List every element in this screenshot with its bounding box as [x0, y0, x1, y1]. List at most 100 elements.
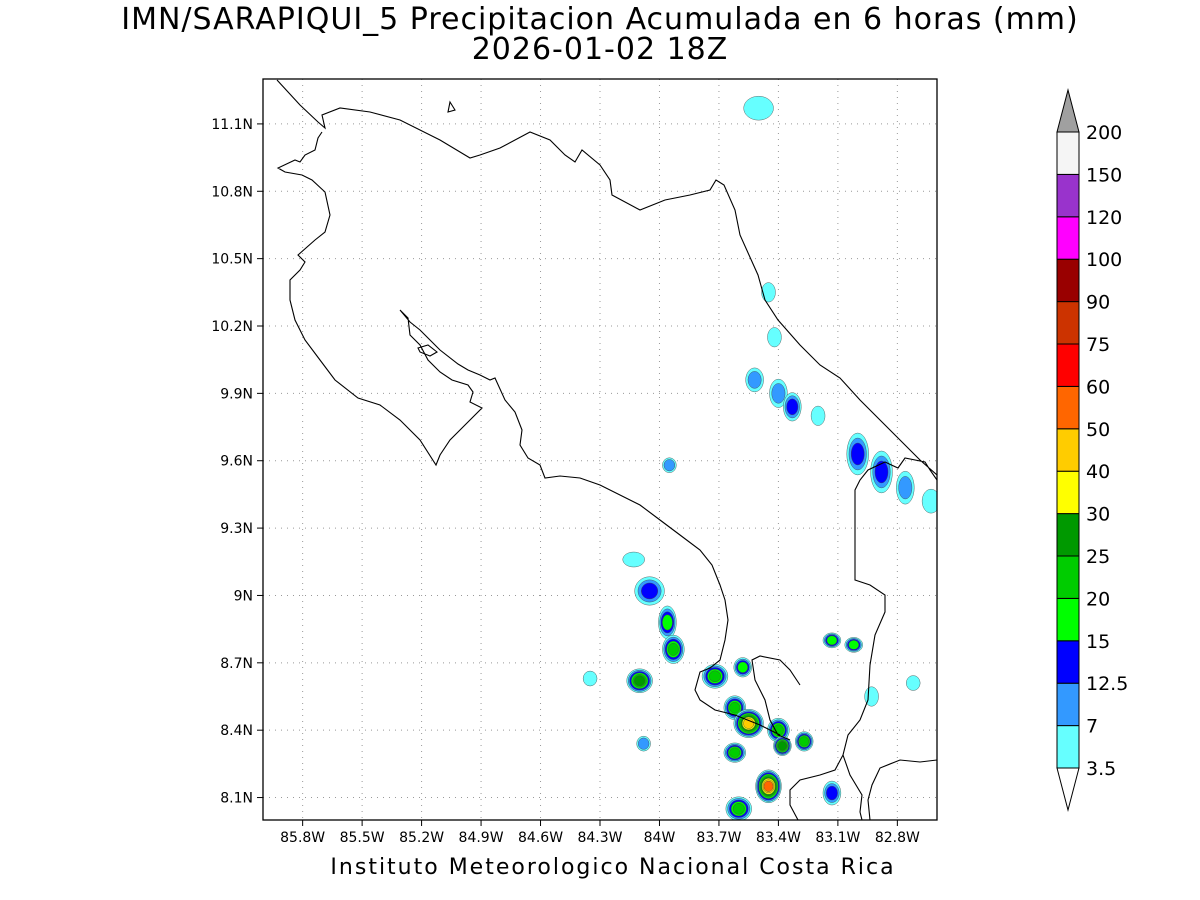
precip-contour	[810, 405, 826, 426]
lat-tick-label: 9.3N	[220, 521, 253, 537]
lat-tick-label: 11.1N	[211, 117, 253, 133]
lon-tick-label: 84.3W	[577, 830, 622, 846]
colorbar-label: 25	[1086, 546, 1110, 568]
colorbar-label: 15	[1086, 631, 1110, 653]
costa-rica-coastline	[276, 79, 937, 820]
precip-contour	[622, 551, 645, 568]
precip-contour	[663, 459, 676, 472]
colorbar-segment	[1056, 470, 1080, 515]
colorbar-label: 60	[1086, 376, 1110, 398]
colorbar-segment	[1056, 682, 1080, 727]
precip-contour	[826, 635, 838, 646]
colorbar-label: 12.5	[1086, 673, 1128, 695]
precip-contour	[799, 736, 810, 747]
colorbar-under-triangle	[1056, 767, 1080, 812]
map-axes: 85.8W 85.5W 85.2W 84.9W 84.6W 84.3W 84W 83.7W 83…	[211, 117, 920, 846]
lon-tick-label: 85.8W	[280, 830, 325, 846]
colorbar-label: 75	[1086, 334, 1110, 356]
lat-tick-label: 8.4N	[220, 723, 253, 739]
precip-contour	[898, 476, 913, 500]
colorbar-segment	[1056, 173, 1080, 218]
lat-tick-label: 10.2N	[211, 319, 253, 335]
colorbar-segment	[1056, 513, 1080, 557]
precip-contour	[771, 383, 786, 404]
colorbar-segment	[1056, 258, 1080, 303]
precip-contour	[743, 718, 755, 729]
colorbar-segment	[1056, 301, 1080, 345]
lon-tick-label: 84W	[644, 830, 676, 846]
precipitation-field	[582, 96, 937, 820]
precip-contour	[786, 398, 799, 416]
precip-contour	[848, 640, 860, 650]
colorbar-segment	[1056, 725, 1080, 769]
footer-credit: Instituto Meteorologico Nacional Costa R…	[330, 855, 896, 880]
colorbar-label: 7	[1086, 716, 1098, 738]
precip-contour	[761, 282, 776, 303]
precip-contour	[777, 741, 788, 751]
precip-contour	[729, 701, 741, 714]
lake-outline	[417, 344, 438, 357]
colorbar-segment	[1056, 640, 1080, 684]
map-title: IMN/SARAPIQUI_5 Precipitacion Acumulada …	[121, 2, 1079, 37]
colorbar-label: 120	[1086, 207, 1122, 229]
lat-tick-label: 10.8N	[211, 184, 253, 200]
colorbar-segment	[1056, 343, 1080, 387]
precip-contour	[729, 747, 741, 758]
precip-contour	[743, 96, 774, 121]
precip-contour	[662, 614, 673, 631]
lat-tick-label: 10.5N	[211, 252, 253, 268]
coastline	[276, 79, 937, 820]
precip-contour	[826, 785, 838, 801]
colorbar-segment	[1056, 131, 1080, 175]
lat-tick-label: 9N	[234, 588, 253, 604]
colorbar-label: 200	[1086, 122, 1122, 144]
lat-tick-label: 9.9N	[220, 386, 253, 402]
colorbar-segment	[1056, 428, 1080, 472]
colorbar-over-triangle	[1056, 88, 1080, 133]
lon-tick-label: 82.8W	[875, 830, 920, 846]
colorbar-label: 3.5	[1086, 758, 1116, 780]
precip-contour	[708, 670, 722, 683]
island-outline	[447, 100, 456, 113]
precip-contour	[747, 371, 762, 389]
lat-tick-label: 8.1N	[220, 791, 253, 807]
precip-contour	[637, 737, 650, 750]
map-frame	[262, 78, 938, 821]
lon-tick-label: 83.7W	[696, 830, 741, 846]
colorbar-segment	[1056, 385, 1080, 430]
colorbar-label: 100	[1086, 249, 1122, 271]
precip-contour	[667, 642, 679, 656]
precip-contour	[906, 675, 921, 691]
colorbar-label: 50	[1086, 419, 1110, 441]
precip-contour	[874, 460, 889, 484]
colorbar-segment	[1056, 216, 1080, 260]
precip-contour	[634, 675, 646, 687]
map-datetime: 2026-01-02 18Z	[471, 32, 729, 67]
colorbar-label: 30	[1086, 504, 1110, 526]
lon-tick-label: 84.9W	[459, 830, 504, 846]
colorbar-segment	[1056, 597, 1080, 642]
map-grid	[263, 79, 937, 820]
precip-contour	[641, 582, 659, 600]
precip-contour	[582, 670, 598, 687]
lon-tick-label: 85.2W	[399, 830, 444, 846]
colorbar-label: 20	[1086, 588, 1110, 610]
lon-tick-label: 83.1W	[815, 830, 860, 846]
lon-tick-label: 83.4W	[756, 830, 801, 846]
lon-tick-label: 84.6W	[518, 830, 563, 846]
colorbar-label: 90	[1086, 292, 1110, 314]
colorbar-segment	[1056, 555, 1080, 599]
colorbar-label: 40	[1086, 461, 1110, 483]
precip-contour	[737, 661, 748, 673]
colorbar: 3.5 7 12.5 15 20 25 30 40 50 60 75 90 100 120 150 200	[1056, 88, 1128, 812]
precip-contour	[767, 327, 782, 348]
lat-tick-label: 9.6N	[220, 454, 253, 470]
precip-contour	[921, 488, 937, 514]
lon-tick-label: 85.5W	[340, 830, 385, 846]
colorbar-label: 150	[1086, 164, 1122, 186]
precip-contour	[732, 803, 745, 815]
lat-tick-label: 8.7N	[220, 656, 253, 672]
precip-contour	[850, 442, 865, 466]
precip-contour	[763, 780, 774, 792]
